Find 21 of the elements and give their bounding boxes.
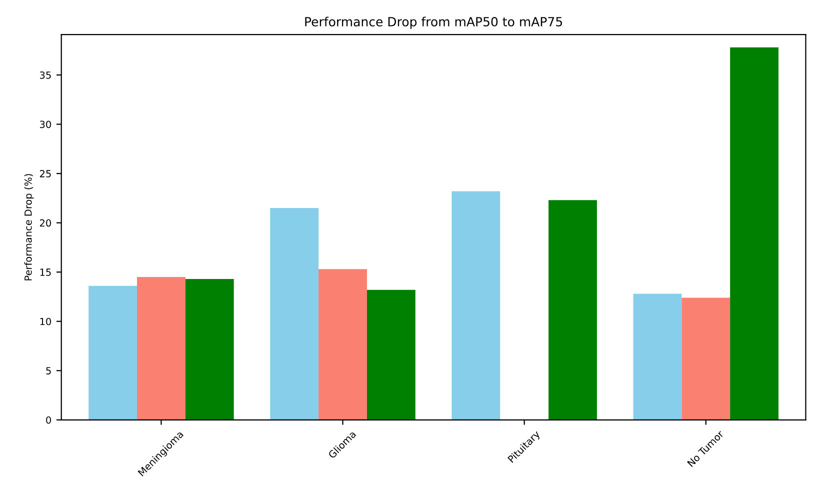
bar — [730, 47, 778, 420]
y-tick-label: 10 — [40, 318, 51, 326]
bar — [137, 277, 186, 420]
chart-title: Performance Drop from mAP50 to mAP75 — [305, 16, 562, 29]
bar — [452, 191, 500, 420]
y-tick-label: 25 — [40, 170, 51, 178]
y-tick-label: 15 — [40, 268, 51, 276]
bar — [366, 290, 416, 420]
y-axis-title: Performance Drop (%) — [24, 174, 34, 280]
y-tick-label: 30 — [40, 120, 51, 128]
bar — [548, 200, 597, 420]
bar — [682, 298, 730, 420]
y-tick-label: 5 — [46, 367, 51, 374]
bar — [88, 286, 137, 420]
bar — [633, 294, 682, 420]
bar — [270, 208, 319, 420]
bar — [185, 278, 234, 420]
y-tick-label: 20 — [40, 219, 51, 227]
y-tick-label: 35 — [40, 71, 51, 79]
bar — [318, 269, 367, 420]
y-tick-label: 0 — [46, 416, 51, 424]
